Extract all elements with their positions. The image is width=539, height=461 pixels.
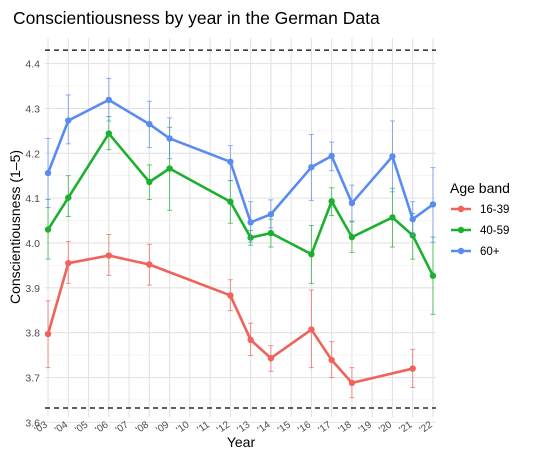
data-point — [44, 330, 52, 338]
data-point — [328, 152, 335, 160]
x-axis-title: Year — [227, 434, 256, 450]
data-point — [308, 250, 315, 258]
data-point — [389, 153, 396, 160]
x-tick-label: '10 — [175, 419, 192, 436]
x-tick-label: '19 — [357, 419, 374, 436]
data-point — [247, 219, 254, 226]
data-point — [227, 198, 234, 205]
data-point — [166, 135, 173, 142]
data-point — [105, 252, 113, 259]
y-axis-title: Conscientiousness (1–5) — [7, 150, 23, 304]
data-point — [166, 165, 173, 172]
chart-title: Conscientiousness by year in the German … — [13, 8, 380, 28]
legend-label: 40-59 — [480, 225, 509, 237]
x-tick-label: '08 — [134, 419, 151, 436]
data-point — [328, 356, 335, 364]
x-tick-label: '05 — [73, 419, 90, 436]
x-tick-label: '14 — [256, 419, 273, 436]
legend-key-point — [457, 247, 465, 255]
x-tick-label: '04 — [53, 419, 70, 436]
y-tick-label: 3.6 — [25, 417, 40, 429]
y-tick-label: 4.4 — [25, 59, 40, 71]
legend-label: 60+ — [480, 246, 500, 258]
plot-panel: 3.63.73.83.94.04.14.24.34.4'03'04'05'06 '… — [25, 38, 437, 436]
series-line — [46, 132, 435, 278]
y-tick-label: 3.7 — [25, 373, 40, 385]
series-60+ — [44, 77, 437, 243]
data-point — [429, 201, 437, 208]
data-point — [348, 379, 356, 387]
data-point — [389, 214, 396, 221]
data-point — [247, 336, 254, 344]
x-tick-label: '20 — [377, 419, 394, 436]
data-point — [308, 163, 315, 171]
legend: Age band 16-39 40-59 60+ — [450, 180, 510, 258]
x-tick-label: '21 — [397, 419, 414, 436]
data-point — [65, 259, 72, 267]
data-point — [409, 216, 416, 223]
x-tick-label: '11 — [195, 419, 212, 435]
data-point — [227, 292, 234, 299]
data-point — [429, 272, 437, 279]
legend-title: Age band — [450, 180, 510, 196]
x-tick-label: '09 — [154, 419, 171, 436]
data-point — [348, 233, 356, 241]
legend-key-point — [457, 226, 465, 234]
series-16-39 — [44, 234, 416, 399]
y-tick-label: 4.3 — [25, 103, 40, 115]
x-tick-label: '17 — [316, 419, 333, 436]
data-point — [328, 198, 335, 205]
y-tick-label: 3.8 — [25, 328, 40, 340]
x-tick-label: '06 — [94, 419, 111, 436]
series-40-59 — [44, 116, 437, 315]
x-tick-label: '07 — [114, 419, 131, 436]
y-tick-label: 3.9 — [25, 283, 40, 295]
y-tick-label: 4.0 — [25, 238, 40, 250]
data-point — [267, 211, 275, 218]
data-point — [44, 169, 52, 177]
data-point — [267, 229, 275, 237]
data-point — [105, 96, 113, 104]
data-point — [146, 178, 153, 186]
data-point — [65, 117, 72, 124]
legend-key-point — [457, 205, 465, 213]
legend-items: 16-39 40-59 60+ — [451, 204, 509, 258]
data-point — [146, 120, 153, 128]
data-point — [267, 355, 275, 362]
legend-label: 16-39 — [480, 204, 509, 216]
data-point — [65, 194, 72, 201]
data-point — [227, 158, 234, 165]
series-line — [46, 98, 435, 224]
y-tick-label: 4.2 — [25, 148, 40, 160]
data-point — [146, 261, 153, 268]
data-point — [44, 226, 52, 233]
x-tick-label: '16 — [296, 419, 313, 436]
y-tick-label: 4.1 — [25, 193, 40, 205]
x-tick-label: '15 — [276, 419, 293, 436]
data-point — [308, 326, 315, 333]
data-point — [409, 365, 416, 372]
data-point — [105, 130, 113, 137]
x-tick-label: '22 — [418, 419, 435, 436]
x-tick-label: '18 — [337, 419, 354, 436]
data-point — [348, 199, 356, 207]
